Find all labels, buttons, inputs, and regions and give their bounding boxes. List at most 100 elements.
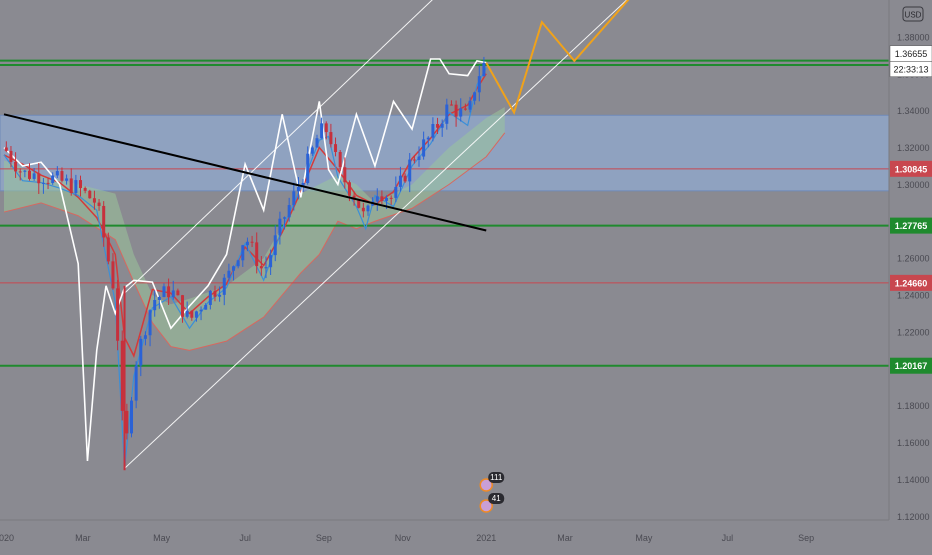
candle-body [134, 365, 138, 401]
level-price-text: 1.30845 [895, 164, 928, 174]
candle-body [449, 104, 453, 106]
candle-body [190, 310, 194, 318]
candle-body [431, 124, 435, 138]
event-count-pill [488, 493, 505, 504]
level-price-text: 1.27765 [895, 221, 928, 231]
candle-body [106, 237, 110, 262]
candle-body [426, 137, 430, 140]
currency-badge[interactable]: USD [902, 6, 924, 22]
time-axis[interactable]: 2020 Mar May Jul Sep Nov 2021 Mar May Jul Sep [0, 533, 814, 543]
candle-body [412, 159, 416, 161]
candle-body [296, 186, 300, 192]
candle-body [403, 175, 407, 182]
candle-body [320, 123, 324, 139]
candle-body [32, 173, 36, 179]
candle-body [245, 241, 249, 246]
candle-body [157, 296, 161, 300]
candle-body [9, 150, 13, 162]
red-line-series[interactable] [3, 73, 487, 358]
channel-lower-line[interactable] [124, 0, 635, 469]
candle-body [306, 153, 310, 183]
candle-body [343, 167, 347, 183]
y-tick-label: 1.14000 [897, 475, 930, 485]
candle-body [454, 104, 458, 117]
candle-body [315, 138, 319, 148]
candle-body [482, 62, 486, 77]
candle-body [273, 235, 277, 256]
candle-body [417, 156, 421, 160]
candle-body [162, 286, 166, 297]
candle-body [79, 180, 83, 189]
candle-body [194, 311, 198, 318]
flag-icon [479, 499, 493, 513]
level-price-label[interactable] [890, 274, 932, 291]
x-tick-label: May [153, 533, 171, 543]
candle-body [408, 159, 412, 182]
candle-body [361, 207, 365, 212]
blue-line-series[interactable] [3, 67, 487, 469]
y-tick-label: 1.38000 [897, 32, 930, 42]
y-tick-label: 1.32000 [897, 143, 930, 153]
candle-body [398, 175, 402, 187]
candle-body [250, 241, 254, 243]
candle-body [199, 309, 203, 312]
candle-body [232, 266, 236, 271]
candle-body [55, 171, 59, 176]
event-count-pill [488, 472, 505, 483]
projection-path[interactable] [485, 0, 634, 116]
event-badge[interactable]: 111 [479, 472, 505, 492]
x-tick-label: Mar [75, 533, 91, 543]
candle-body [167, 286, 171, 298]
candle-body [18, 171, 22, 173]
level-price-label[interactable] [890, 217, 932, 234]
candle-body [185, 310, 189, 317]
x-tick-label: Jul [239, 533, 251, 543]
candle-body [37, 173, 41, 184]
candle-body [41, 182, 45, 184]
candle-body [102, 205, 106, 238]
y-tick-label: 1.26000 [897, 254, 930, 264]
candle-body [130, 400, 134, 434]
x-tick-label: Sep [798, 533, 814, 543]
countdown-label [889, 61, 932, 77]
current-price-text: 1.36655 [895, 49, 928, 59]
candle-body [477, 76, 481, 93]
candle-body [255, 242, 259, 267]
candle-body [259, 266, 263, 269]
candle-body [375, 196, 379, 202]
candle-body [171, 290, 175, 298]
price-axis[interactable]: 1.380001.360001.340001.320001.300001.280… [889, 32, 932, 522]
level-price-label[interactable] [890, 160, 932, 177]
trend-line[interactable] [3, 113, 487, 232]
event-count-text: 41 [492, 494, 501, 503]
candle-body [28, 170, 32, 179]
countdown-text: 22:33:13 [893, 65, 928, 75]
candle-body [347, 182, 351, 196]
currency-badge-label: USD [905, 11, 922, 20]
candle-body [213, 290, 217, 297]
white-line-series[interactable] [3, 58, 487, 462]
flag-icon [479, 478, 493, 492]
candle-body [269, 255, 273, 268]
level-price-label[interactable] [890, 357, 932, 374]
candle-body [287, 205, 291, 218]
candle-body [473, 92, 477, 101]
event-badge[interactable]: 41 [479, 493, 505, 513]
candle-body [338, 151, 342, 168]
candle-body [4, 147, 8, 151]
candle-body [51, 175, 55, 183]
candle-body [445, 104, 449, 124]
candle-body [385, 197, 389, 201]
x-tick-label: May [635, 533, 653, 543]
candle-body [148, 310, 152, 336]
candle-body [324, 123, 328, 133]
candle-body [334, 144, 338, 152]
channel-upper-line[interactable] [124, 0, 440, 294]
candle-body [92, 198, 96, 203]
candle-body [468, 100, 472, 110]
x-tick-label: Sep [316, 533, 332, 543]
candle-body [14, 161, 18, 172]
